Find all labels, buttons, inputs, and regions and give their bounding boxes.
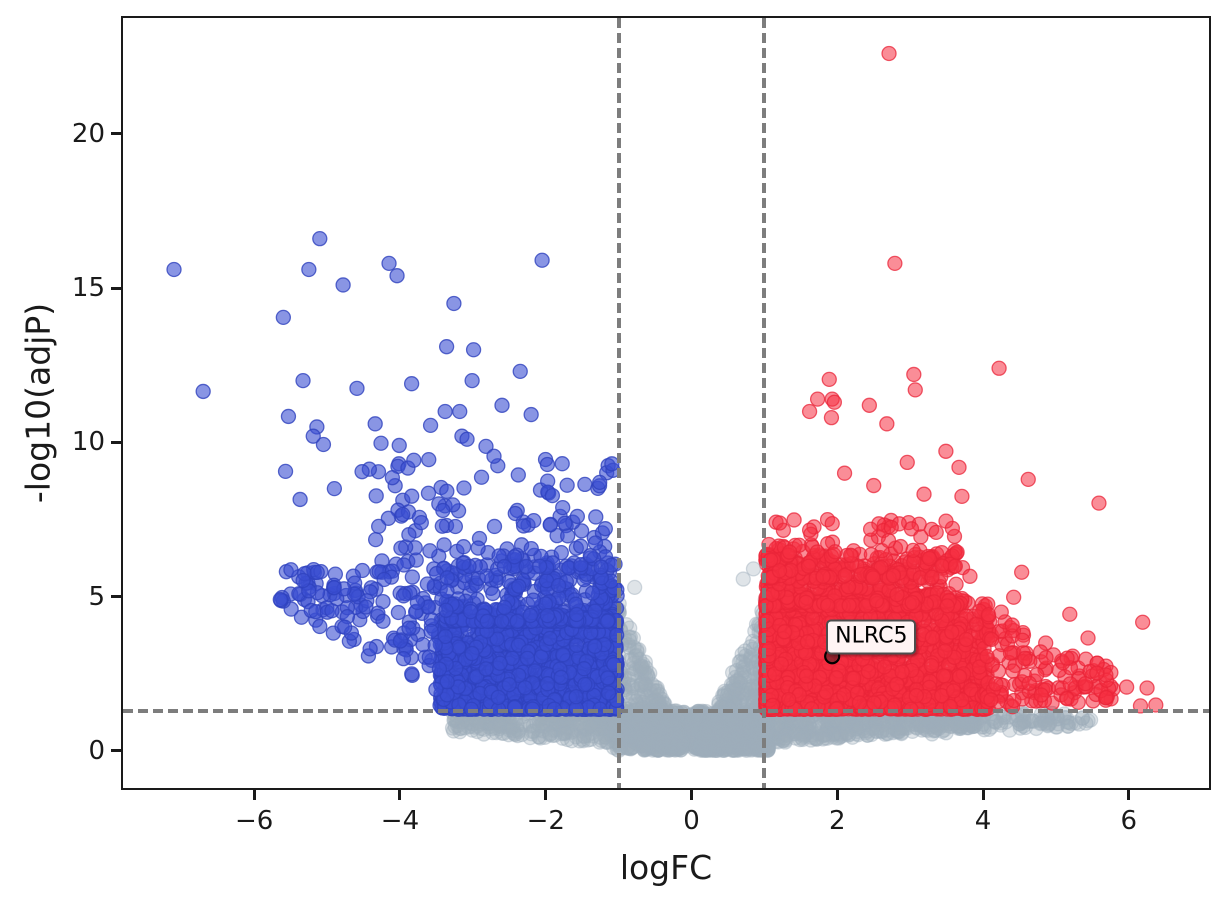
y-axis-tick	[111, 595, 121, 599]
x-axis-tick	[835, 790, 839, 800]
y-tick-label: 20	[71, 118, 105, 149]
x-axis-tick	[398, 790, 402, 800]
x-axis-tick	[252, 790, 256, 800]
x-axis-tick	[690, 790, 693, 800]
fc-threshold-line-left	[616, 18, 621, 788]
x-tick-label: −2	[526, 806, 565, 836]
y-axis-label: -log10(adjP)	[18, 302, 58, 504]
fc-threshold-line-right	[762, 18, 767, 788]
x-tick-label: −4	[380, 806, 420, 836]
y-axis-tick	[111, 749, 121, 753]
x-axis-label: logFC	[619, 848, 713, 887]
x-tick-label: 4	[974, 806, 992, 836]
y-axis-tick	[111, 132, 121, 136]
y-axis-tick	[111, 286, 121, 290]
y-axis-tick	[111, 440, 121, 444]
y-tick-label: 0	[88, 735, 105, 766]
gene-annotation-nlrc5: NLRC5	[826, 619, 917, 655]
x-tick-label: −6	[235, 806, 274, 836]
x-tick-label: 2	[829, 806, 846, 836]
x-axis-tick	[1127, 790, 1131, 800]
pvalue-threshold-line	[123, 708, 1209, 713]
y-tick-label: 15	[71, 273, 105, 304]
x-axis-tick	[981, 790, 985, 800]
x-tick-label: 0	[683, 806, 700, 836]
y-tick-label: 5	[88, 581, 105, 612]
x-tick-label: 6	[1120, 806, 1138, 836]
x-axis-tick	[544, 790, 548, 800]
y-tick-label: 10	[71, 427, 105, 458]
